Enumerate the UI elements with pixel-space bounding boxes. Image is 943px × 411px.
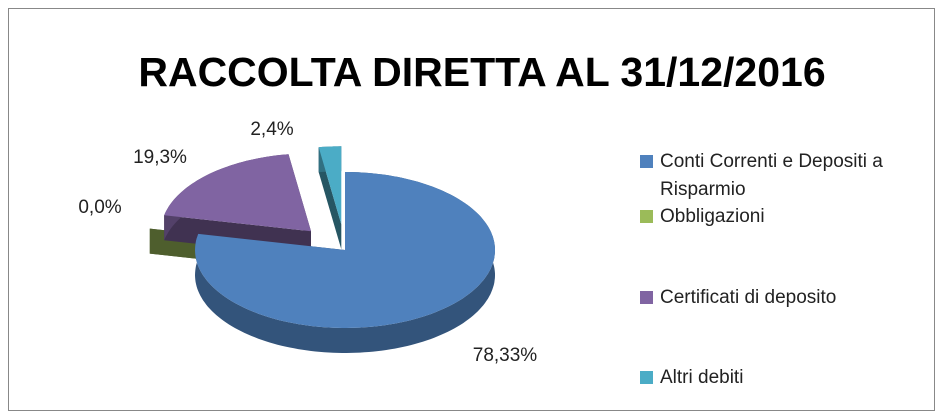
slice-tops: [149, 146, 495, 328]
legend-label: Altri debiti: [660, 367, 744, 388]
pie-slice: [149, 228, 297, 245]
legend-item: Obbligazioni: [640, 203, 930, 231]
legend-swatch: [640, 210, 653, 223]
pie-slice: [318, 146, 342, 225]
legend-item: Certificati di deposito: [640, 284, 930, 312]
legend-item: Conti Correnti e Depositi a Risparmio: [640, 148, 930, 204]
pie-slice: [195, 172, 495, 328]
legend-swatch: [640, 371, 653, 384]
legend-swatch: [640, 155, 653, 168]
legend-label: Conti Correnti e Depositi a Risparmio: [660, 151, 883, 200]
pie-slice: [164, 154, 311, 232]
data-label: 0,0%: [78, 197, 121, 218]
legend-label: Obbligazioni: [660, 206, 765, 227]
data-label: 78,33%: [473, 345, 538, 366]
data-label: 19,3%: [133, 147, 187, 168]
legend-swatch: [640, 291, 653, 304]
data-label: 2,4%: [250, 119, 293, 140]
legend-item: Altri debiti: [640, 364, 930, 392]
slice-wall: [318, 147, 342, 250]
legend-label: Certificati di deposito: [660, 287, 837, 308]
chart-title: RACCOLTA DIRETTA AL 31/12/2016: [138, 49, 825, 95]
